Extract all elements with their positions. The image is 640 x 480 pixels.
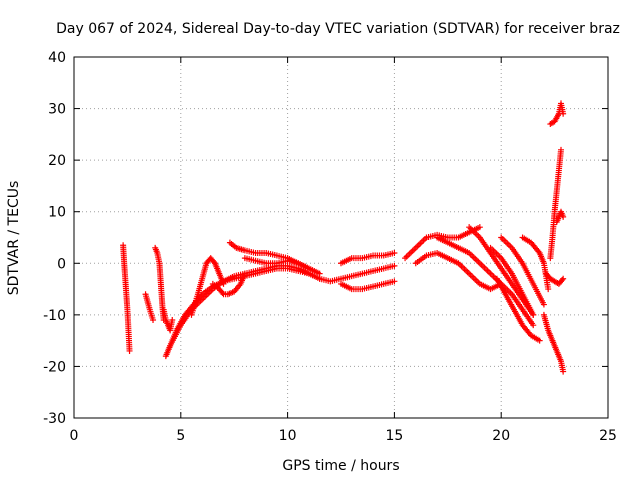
data-point <box>560 368 567 375</box>
y-tick-label: -20 <box>43 359 66 375</box>
data-point <box>305 270 312 277</box>
y-tick-label: 40 <box>48 50 66 66</box>
data-point <box>241 270 248 277</box>
data-point <box>316 270 323 277</box>
data-point <box>210 258 217 265</box>
data-point <box>391 249 398 256</box>
data-point <box>150 317 157 324</box>
data-point <box>391 278 398 285</box>
axis-ticks: 0 5 10 15 20 25 -30 -20 -10 0 10 20 30 40 <box>43 50 617 444</box>
x-axis-label: GPS time / hours <box>282 458 399 474</box>
y-tick-label: 0 <box>57 256 66 272</box>
data-point <box>126 347 133 354</box>
y-tick-label: 30 <box>48 102 66 118</box>
data-point <box>560 275 567 282</box>
data-point <box>476 224 483 231</box>
x-tick-label: 10 <box>279 428 297 444</box>
data-point <box>559 277 566 284</box>
data-point <box>558 146 565 153</box>
grid <box>74 57 608 418</box>
data-point <box>560 110 567 117</box>
x-tick-label: 25 <box>599 428 617 444</box>
data-point <box>545 286 552 293</box>
data-point <box>169 317 176 324</box>
x-tick-label: 15 <box>385 428 403 444</box>
data-point <box>220 280 227 287</box>
data-point <box>540 301 547 308</box>
y-tick-label: -30 <box>43 411 66 427</box>
y-tick-label: 10 <box>48 205 66 221</box>
chart-title: Day 067 of 2024, Sidereal Day-to-day VTE… <box>56 21 620 37</box>
y-tick-label: 20 <box>48 153 66 169</box>
data-point <box>305 265 312 272</box>
x-tick-label: 20 <box>492 428 510 444</box>
data-point <box>391 262 398 269</box>
data-point <box>219 289 226 296</box>
data-point <box>530 322 537 329</box>
x-tick-label: 5 <box>176 428 185 444</box>
data-points <box>120 100 567 375</box>
y-tick-label: -10 <box>43 308 66 324</box>
data-point <box>536 337 543 344</box>
data-point <box>530 311 537 318</box>
data-point <box>560 213 567 220</box>
plot-frame <box>73 56 609 419</box>
x-tick-label: 0 <box>70 428 79 444</box>
y-axis-label: SDTVAR / TECUs <box>6 181 22 296</box>
